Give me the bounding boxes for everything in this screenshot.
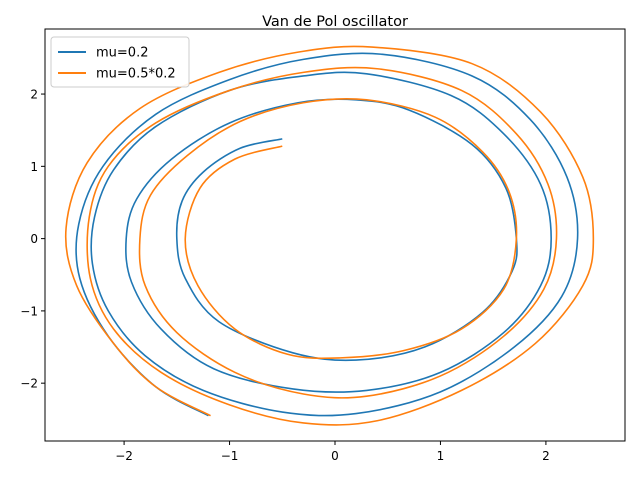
- y-tick-label: 1: [30, 160, 38, 174]
- y-tick-label: −1: [20, 304, 38, 318]
- y-tick-label: 0: [30, 232, 38, 246]
- legend-box: [50, 36, 190, 88]
- x-tick-label: −1: [221, 449, 239, 463]
- legend-label-mu-0.2: mu=0.2: [96, 46, 148, 61]
- legend-label-mu-0.5x0.2: mu=0.5*0.2: [96, 67, 176, 82]
- x-tick-label: 2: [542, 449, 550, 463]
- y-axis: −2 −1 0 1 2: [20, 88, 45, 391]
- x-tick-label: −2: [115, 449, 133, 463]
- series-layer: [64, 45, 595, 426]
- y-tick-label: 2: [30, 88, 38, 102]
- chart-title: Van de Pol oscillator: [262, 14, 408, 30]
- x-axis: −2 −1 0 1 2: [115, 441, 550, 463]
- x-tick-label: 0: [331, 449, 339, 463]
- series-line-1: [64, 45, 595, 426]
- legend: mu=0.2 mu=0.5*0.2: [50, 36, 190, 88]
- y-tick-label: −2: [20, 377, 38, 391]
- x-tick-label: 1: [437, 449, 445, 463]
- series-line-0: [75, 52, 579, 417]
